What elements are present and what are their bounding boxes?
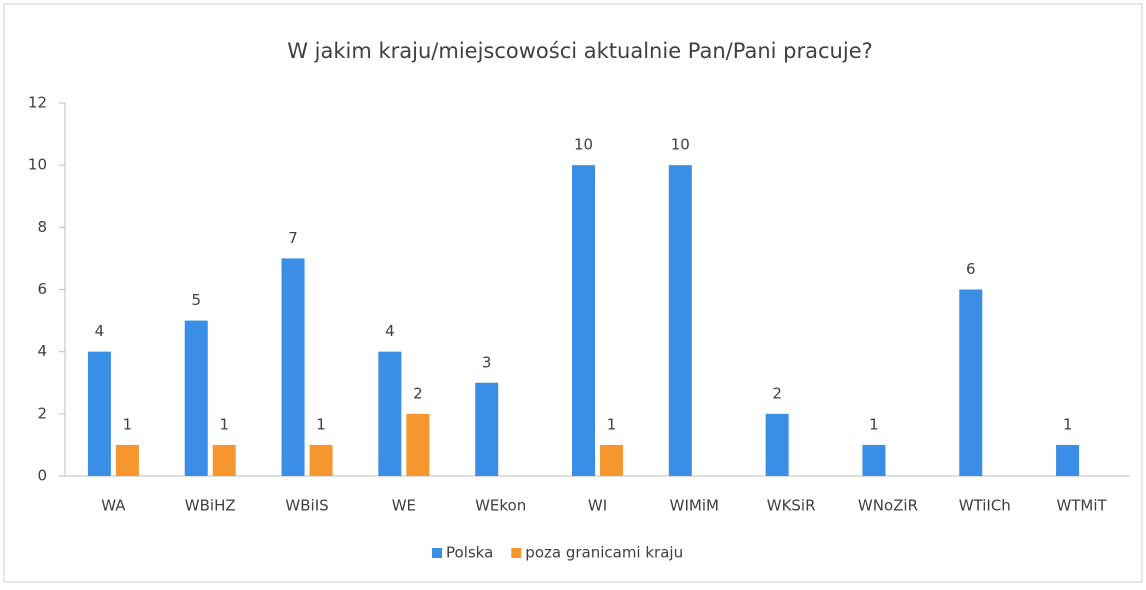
y-tick-label: 6 xyxy=(37,280,47,298)
legend-label: Polska xyxy=(446,544,493,562)
legend-swatch xyxy=(432,548,442,558)
bar xyxy=(600,444,623,476)
bar xyxy=(87,351,111,476)
data-label: 5 xyxy=(191,291,201,309)
bar xyxy=(475,382,499,476)
data-label: 1 xyxy=(607,415,617,433)
x-tick-label: WEkon xyxy=(475,497,526,515)
y-tick-label: 4 xyxy=(37,342,47,360)
x-tick-label: WBiHZ xyxy=(185,497,236,515)
bar xyxy=(378,351,402,476)
y-tick-label: 8 xyxy=(37,218,47,236)
data-label: 4 xyxy=(95,322,105,340)
y-tick-label: 10 xyxy=(28,156,47,174)
data-label: 7 xyxy=(288,229,298,247)
data-label: 10 xyxy=(574,136,593,154)
bar xyxy=(1056,444,1080,476)
chart-title: W jakim kraju/miejscowości aktualnie Pan… xyxy=(287,39,873,63)
data-label: 2 xyxy=(413,384,423,402)
x-tick-label: WBiIS xyxy=(285,497,328,515)
y-tick-label: 2 xyxy=(37,404,47,422)
data-label: 2 xyxy=(772,384,782,402)
bar xyxy=(959,289,983,476)
data-label: 6 xyxy=(966,260,976,278)
data-label: 1 xyxy=(316,415,326,433)
data-label: 1 xyxy=(1063,415,1073,433)
data-label: 4 xyxy=(385,322,395,340)
data-label: 10 xyxy=(671,136,690,154)
data-label: 3 xyxy=(482,353,492,371)
bar xyxy=(668,165,692,476)
bar xyxy=(765,413,789,476)
x-tick-label: WI xyxy=(588,497,607,515)
bar xyxy=(281,258,305,476)
y-tick-label: 0 xyxy=(37,467,47,485)
bar xyxy=(115,444,139,476)
legend-swatch xyxy=(511,548,522,558)
x-tick-label: WTiICh xyxy=(959,497,1011,515)
x-tick-label: WE xyxy=(392,497,416,515)
bar xyxy=(572,165,595,476)
bar xyxy=(862,444,886,476)
data-label: 1 xyxy=(869,415,879,433)
x-tick-label: WKSiR xyxy=(767,497,816,515)
x-tick-label: WTMiT xyxy=(1056,497,1107,515)
bar xyxy=(212,444,236,476)
data-label: 1 xyxy=(219,415,229,433)
bar xyxy=(309,444,333,476)
bar xyxy=(406,413,430,476)
legend-label: poza granicami kraju xyxy=(525,544,683,562)
bar xyxy=(184,320,208,476)
x-tick-label: WNoZiR xyxy=(858,497,918,515)
y-tick-label: 12 xyxy=(28,94,47,112)
data-label: 1 xyxy=(123,415,133,433)
x-tick-label: WIMiM xyxy=(670,497,719,515)
x-tick-label: WA xyxy=(101,497,126,515)
